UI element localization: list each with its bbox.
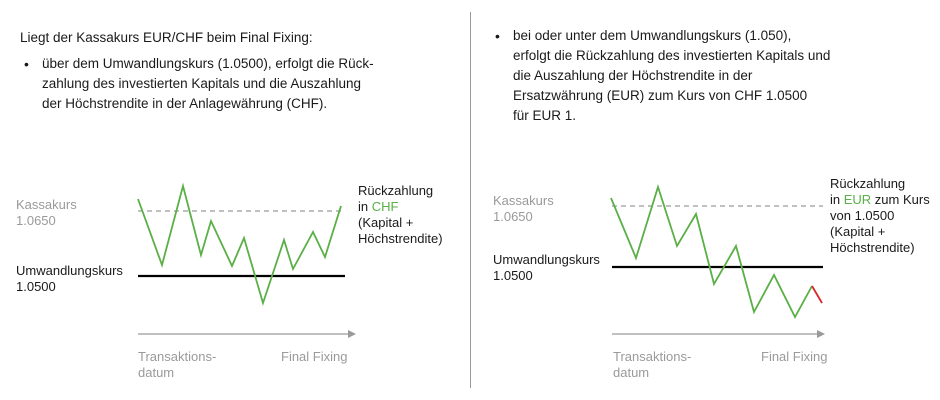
outcome-line: in CHF [358,198,398,215]
kassakurs-value: 1.0650 [493,209,533,224]
axis-arrow-icon [817,330,825,338]
kassakurs-value: 1.0650 [16,213,56,228]
umwandlungskurs-label: Umwandlungskurs [16,263,123,278]
outcome-line: Rückzahlung [830,176,906,191]
bullet-line: der Höchstrendite in der Anlagewährung (… [42,96,328,111]
outcome-rest: zum Kurs [871,192,930,207]
umwandlungskurs-value: 1.0500 [493,268,533,283]
outcome-line: in EUR zum Kurs [830,191,930,208]
price-path [610,184,813,319]
bullet-line: für EUR 1. [513,108,577,123]
outcome-in: in [830,192,844,207]
umwandlungskurs-label: Umwandlungskurs [493,252,600,267]
right-diagram [610,184,825,338]
bullet-line: Ersatzwährung (EUR) zum Kurs von CHF 1.0… [513,88,808,103]
bullet-line: erfolgt die Rückzahlung des investierten… [513,48,831,63]
bullet-dot: • [24,56,29,72]
axis-end-label: Final Fixing [281,349,348,364]
kassakurs-label: Kassakurs [493,193,554,208]
right-scenario-panel: • bei oder unter dem Umwandlungskurs (1.… [471,0,940,400]
left-diagram [137,182,356,338]
outcome-currency: EUR [843,192,872,207]
left-scenario-panel: Liegt der Kassakurs EUR/CHF beim Final F… [16,30,443,380]
price-path [137,182,342,307]
outcome-line: Höchstrendite) [358,231,443,246]
intro-text: Liegt der Kassakurs EUR/CHF beim Final F… [20,30,313,45]
axis-start-label: Transaktions- [613,349,692,364]
bullet-dot: • [495,28,500,44]
price-path-below-segment [811,285,823,304]
bullet-line: die Auszahlung der Höchstrendite in der [513,68,753,83]
outcome-currency: CHF [371,199,399,214]
bullet-line: zahlung des investierten Kapitals und di… [42,76,361,91]
outcome-line: Rückzahlung [358,183,434,198]
outcome-in: in [358,199,372,214]
umwandlungskurs-value: 1.0500 [16,279,56,294]
axis-start-label: datum [613,365,650,380]
bullet-line: bei oder unter dem Umwandlungskurs (1.05… [513,28,792,43]
panel-divider [470,12,471,388]
axis-end-label: Final Fixing [761,349,828,364]
axis-start-label: Transaktions- [138,349,217,364]
bullet-line: über dem Umwandlungskurs (1.0500), erfol… [42,56,374,71]
axis-arrow-icon [348,330,356,338]
kassakurs-label: Kassakurs [16,197,77,212]
outcome-line: (Kapital + [358,215,414,230]
axis-start-label: datum [138,365,175,380]
outcome-line: (Kapital + [830,224,886,239]
outcome-line: Höchstrendite) [830,240,915,255]
outcome-line: von 1.0500 [830,208,895,223]
